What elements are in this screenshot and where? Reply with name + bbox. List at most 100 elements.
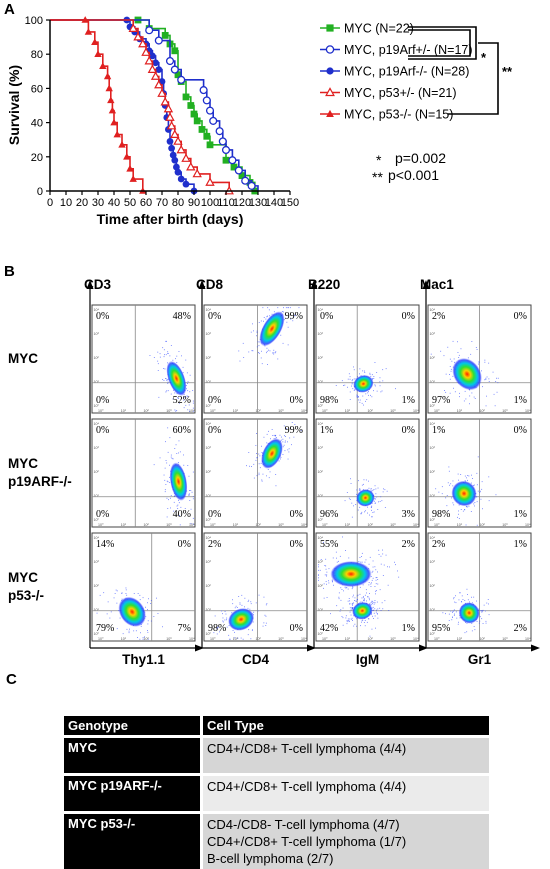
event-dot (158, 363, 159, 364)
event-dot (455, 595, 456, 596)
event-dot (148, 620, 149, 621)
event-dot (269, 315, 270, 316)
event-dot (363, 597, 364, 598)
event-dot (386, 555, 387, 556)
event-dot (451, 369, 452, 370)
event-dot (489, 614, 490, 615)
event-dot (270, 471, 271, 472)
x-tick-label: 30 (92, 197, 104, 209)
event-dot (263, 474, 264, 475)
event-dot (361, 556, 362, 557)
event-dot (493, 372, 494, 373)
event-dot (362, 598, 363, 599)
event-dot (184, 407, 185, 408)
event-dot (379, 554, 380, 555)
event-dot (369, 488, 370, 489)
data-point (168, 145, 175, 152)
event-dot (471, 475, 472, 476)
event-dot (389, 567, 390, 568)
event-dot (285, 442, 286, 443)
event-dot (292, 422, 293, 423)
event-dot (169, 482, 170, 483)
event-dot (377, 613, 378, 614)
event-dot (165, 489, 166, 490)
event-dot (150, 355, 151, 356)
facs-tick-label: 10¹ (94, 494, 100, 498)
event-dot (177, 505, 178, 506)
event-dot (365, 620, 366, 621)
event-dot (263, 626, 264, 627)
event-dot (160, 357, 161, 358)
event-dot (158, 397, 159, 398)
event-dot (364, 371, 365, 372)
event-dot (169, 437, 170, 438)
event-dot (350, 612, 351, 613)
event-dot (478, 491, 479, 492)
genotype-header: Genotype (64, 716, 202, 737)
event-dot (180, 507, 181, 508)
event-dot (154, 357, 155, 358)
event-dot (171, 457, 172, 458)
event-dot (382, 608, 383, 609)
event-dot (494, 394, 495, 395)
event-dot (351, 503, 352, 504)
event-dot (474, 397, 475, 398)
pvalue-mark-1: * (376, 152, 382, 168)
x-tick-label: 150 (281, 197, 299, 209)
survival-legend: MYC (N=22)MYC, p19Arf+/- (N=17)MYC, p19A… (320, 22, 473, 122)
event-dot (342, 589, 343, 590)
event-dot (266, 352, 267, 353)
event-dot (377, 509, 378, 510)
event-dot (273, 352, 274, 353)
facs-tick-label: 10⁰ (434, 637, 440, 641)
event-dot (388, 585, 389, 586)
event-dot (363, 484, 364, 485)
event-dot (190, 375, 191, 376)
panel-label-c: C (6, 671, 17, 688)
event-dot (274, 435, 275, 436)
event-dot (192, 492, 193, 493)
event-dot (165, 369, 166, 370)
event-dot (351, 608, 352, 609)
facs-tick-label: 10² (430, 470, 436, 474)
event-dot (374, 512, 375, 513)
event-dot (117, 628, 118, 629)
facs-tick-label: 10² (206, 356, 212, 360)
data-point (155, 37, 162, 44)
event-dot (361, 512, 362, 513)
event-dot (165, 468, 166, 469)
event-dot (139, 639, 140, 640)
row-label-line: p19ARF-/- (8, 474, 72, 489)
event-dot (450, 359, 451, 360)
event-dot (340, 611, 341, 612)
quadrant-percent: 48% (173, 311, 191, 322)
event-dot (482, 610, 483, 611)
event-dot (360, 557, 361, 558)
quadrant-percent: 3% (402, 509, 415, 520)
event-dot (289, 448, 290, 449)
event-dot (259, 473, 260, 474)
facs-y-label: B220 (308, 277, 340, 292)
event-dot (362, 403, 363, 404)
event-dot (375, 593, 376, 594)
facs-tick-label: 10⁴ (413, 637, 419, 641)
event-dot (375, 628, 376, 629)
event-dot (380, 377, 381, 378)
event-dot (145, 607, 146, 608)
event-dot (489, 381, 490, 382)
event-dot (359, 373, 360, 374)
event-dot (168, 499, 169, 500)
event-dot (347, 387, 348, 388)
event-dot (338, 597, 339, 598)
event-dot (238, 351, 239, 352)
event-dot (450, 379, 451, 380)
event-dot (255, 445, 256, 446)
data-point (146, 27, 153, 34)
event-dot (456, 611, 457, 612)
event-dot (251, 466, 252, 467)
event-dot (266, 442, 267, 443)
data-point (171, 157, 178, 164)
event-dot (377, 579, 378, 580)
